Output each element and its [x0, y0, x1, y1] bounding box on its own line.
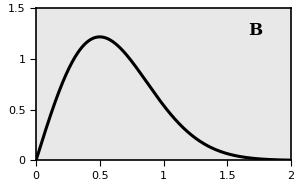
Text: B: B	[248, 22, 262, 39]
